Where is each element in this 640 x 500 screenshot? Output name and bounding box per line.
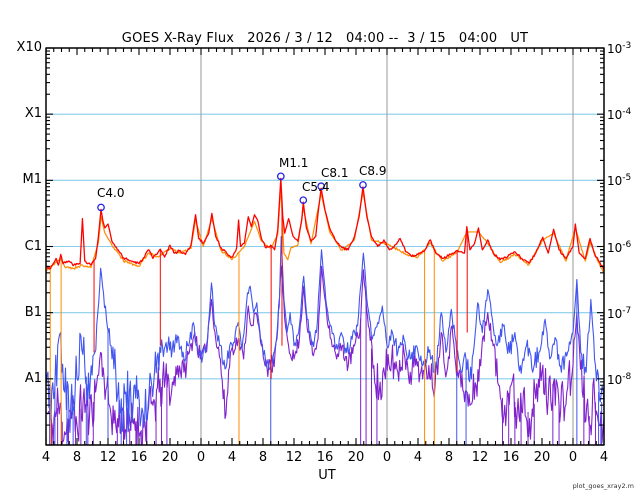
x-tick-label: 0: [196, 450, 206, 465]
x-tick-label: 12: [471, 450, 489, 465]
y-tick-label-left: B1: [24, 304, 42, 320]
y-tick-label-right: 10-3: [607, 41, 632, 56]
x-tick-label: 8: [444, 450, 454, 465]
x-tick-label: 16: [130, 450, 148, 465]
flare-label: C8.1: [321, 166, 349, 180]
x-tick-label: 12: [99, 450, 117, 465]
x-tick-label: 0: [568, 450, 578, 465]
x-tick-label: 4: [227, 450, 237, 465]
flare-label: C5.4: [302, 180, 330, 194]
y-tick-label-left: M1: [22, 172, 43, 188]
x-tick-label: 12: [285, 450, 303, 465]
x-tick-label: 20: [161, 450, 179, 465]
x-tick-label: 20: [533, 450, 551, 465]
chart-title: GOES X-Ray Flux 2026 / 3 / 12 04:00 -- 3…: [121, 31, 529, 46]
flare-label: C8.9: [359, 164, 387, 178]
y-tick-label-right: 10-4: [607, 107, 632, 123]
x-axis-title: UT: [318, 468, 336, 483]
x-tick-label: 0: [382, 450, 392, 465]
x-tick-label: 16: [502, 450, 520, 465]
y-tick-label-left: X1: [24, 106, 42, 122]
y-tick-label-right: 10-7: [607, 305, 632, 321]
flare-label: C4.0: [97, 186, 125, 200]
y-tick-label-left: A1: [24, 370, 42, 386]
x-tick-label: 4: [41, 450, 51, 465]
y-tick-label-right: 10-8: [607, 371, 632, 387]
x-tick-label: 4: [599, 450, 609, 465]
x-tick-label: 4: [413, 450, 423, 465]
x-tick-label: 16: [316, 450, 334, 465]
x-tick-label: 20: [347, 450, 365, 465]
y-tick-label-left: C1: [24, 238, 42, 254]
watermark-label: plot_goes_xray2.m: [572, 482, 634, 490]
x-tick-label: 8: [258, 450, 268, 465]
y-tick-label-right: 10-5: [607, 173, 632, 189]
y-tick-label-right: 10-6: [607, 239, 632, 255]
y-tick-label-left: X10: [16, 40, 42, 55]
flare-label: M1.1: [279, 156, 309, 170]
x-tick-label: 8: [72, 450, 82, 465]
